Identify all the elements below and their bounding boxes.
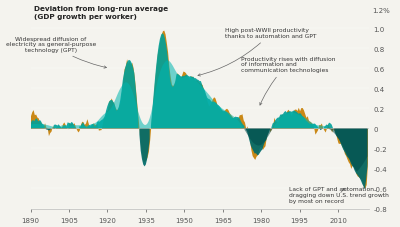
Text: Lack of GPT and automation
dragging down U.S. trend growth
by most on record: Lack of GPT and automation dragging down… [289,187,389,203]
Text: 1.2%: 1.2% [373,8,390,14]
Text: Productivity rises with diffusion
of information and
communication technologies: Productivity rises with diffusion of inf… [241,57,335,106]
Text: Deviation from long-run average
(GDP growth per worker): Deviation from long-run average (GDP gro… [34,6,168,20]
Text: High post-WWII productivity
thanks to automation and GPT: High post-WWII productivity thanks to au… [198,28,317,77]
Text: Widespread diffusion of
electricity as general-purpose
technology (GPT): Widespread diffusion of electricity as g… [6,37,106,69]
